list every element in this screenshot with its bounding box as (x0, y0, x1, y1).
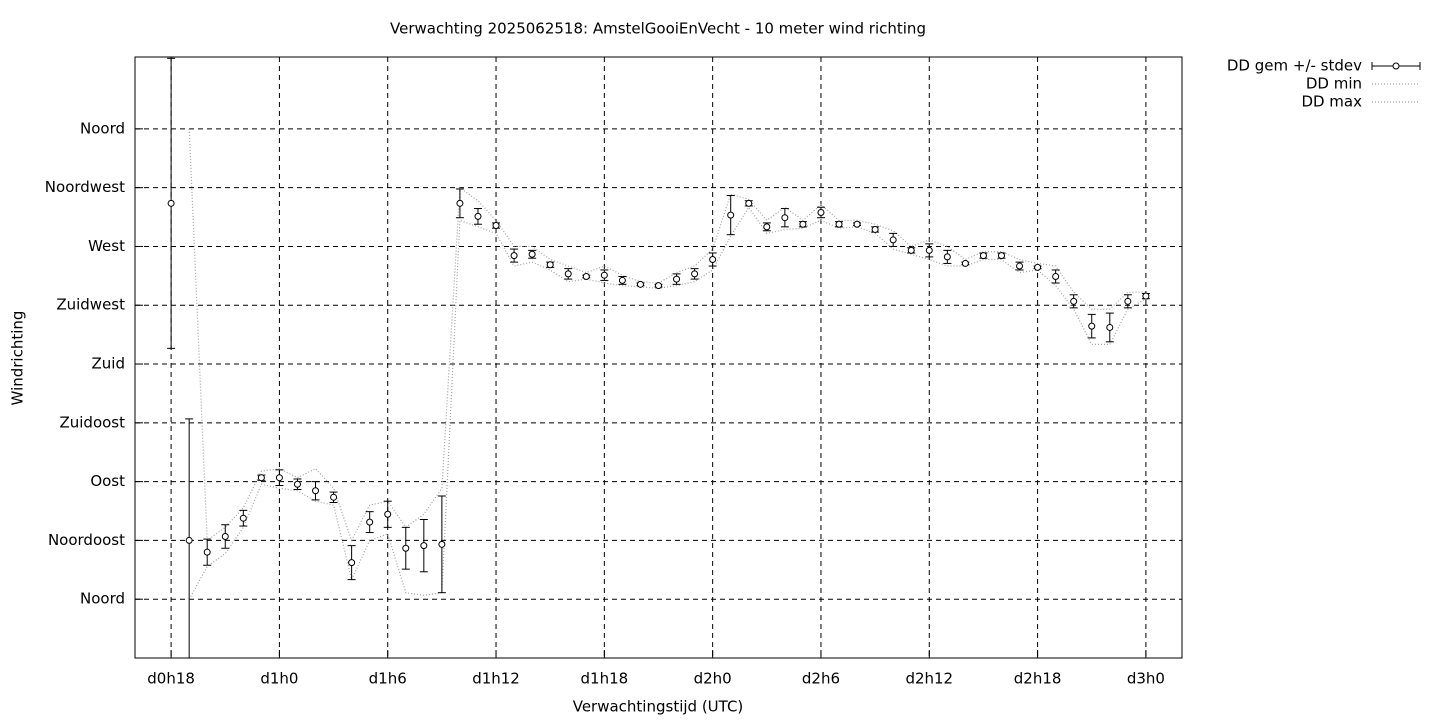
y-tick-label: Zuidoost (59, 413, 125, 431)
point (582, 272, 590, 280)
point (655, 282, 662, 290)
line-series (188, 206, 1147, 600)
x-tick-label: d3h0 (1127, 670, 1165, 688)
point (979, 252, 987, 260)
point (275, 474, 283, 482)
point (871, 225, 879, 233)
point (402, 544, 410, 552)
point (257, 474, 265, 482)
point (925, 246, 933, 254)
x-tick-label: d2h0 (694, 670, 732, 688)
point (835, 220, 843, 228)
x-tick-label: d1h6 (369, 670, 407, 688)
point (1088, 322, 1096, 330)
point (330, 493, 338, 501)
point (366, 518, 374, 526)
point (167, 199, 175, 207)
point (1106, 323, 1114, 331)
point (1034, 263, 1042, 271)
point (600, 271, 608, 279)
point (492, 222, 500, 230)
y-tick-label: Noord (80, 119, 125, 137)
axes: Noord Noordoost Oost Zuidoost Zuid Zuidwest We… (45, 119, 1165, 687)
point (384, 510, 392, 518)
y-tick-label: West (88, 237, 125, 255)
point (781, 214, 789, 222)
point (799, 220, 807, 228)
point (673, 275, 681, 283)
legend-label: DD max (1301, 93, 1362, 111)
point (438, 540, 446, 548)
point (564, 270, 572, 278)
point (1142, 292, 1150, 300)
x-tick-label: d2h18 (1014, 670, 1062, 688)
x-tick-label: d1h12 (472, 670, 520, 688)
point (456, 199, 464, 207)
point (510, 252, 518, 260)
point (528, 250, 536, 258)
x-tick-label: d2h6 (802, 670, 840, 688)
chart-title: Verwachting 2025062518: AmstelGooiEnVech… (390, 20, 926, 38)
plot-area (167, 57, 1150, 658)
point (817, 208, 825, 216)
y-tick-label: Noordwest (45, 178, 125, 196)
plot-border (134, 56, 1183, 659)
point (348, 559, 356, 567)
point (636, 280, 644, 288)
legend-label: DD min (1306, 75, 1362, 93)
point (727, 211, 735, 219)
point (1124, 297, 1132, 305)
legend-swatch (1392, 62, 1400, 70)
x-tick-label: d2h12 (905, 670, 953, 688)
y-tick-label: Noordoost (48, 531, 125, 549)
point (889, 236, 897, 244)
legend-label: DD gem +/- stdev (1227, 57, 1362, 75)
point (474, 212, 482, 220)
point (691, 270, 699, 278)
point (546, 261, 554, 269)
point (239, 514, 247, 522)
point (312, 487, 320, 495)
x-axis-label: Verwachtingstijd (UTC) (573, 698, 744, 716)
y-axis-label: Windrichting (9, 311, 27, 406)
point (961, 259, 969, 267)
point (943, 253, 951, 261)
point (907, 246, 915, 254)
y-tick-label: Zuid (92, 355, 125, 373)
y-tick-label: Oost (90, 472, 125, 490)
point (853, 220, 861, 228)
point (745, 199, 753, 207)
point (1016, 262, 1024, 270)
point (420, 542, 428, 550)
point (618, 276, 626, 284)
point (1070, 297, 1078, 305)
point (221, 532, 229, 540)
point (185, 536, 193, 544)
x-tick-label: d1h18 (581, 670, 629, 688)
x-tick-label: d1h0 (260, 670, 298, 688)
y-tick-label: Zuidwest (56, 296, 125, 314)
x-tick-label: d0h18 (147, 670, 195, 688)
point (709, 256, 717, 264)
point (1052, 272, 1060, 280)
point (997, 252, 1005, 260)
y-tick-label: Noord (80, 590, 125, 608)
point (293, 480, 301, 488)
point (763, 223, 771, 231)
point (203, 548, 211, 556)
grid (135, 57, 1182, 658)
